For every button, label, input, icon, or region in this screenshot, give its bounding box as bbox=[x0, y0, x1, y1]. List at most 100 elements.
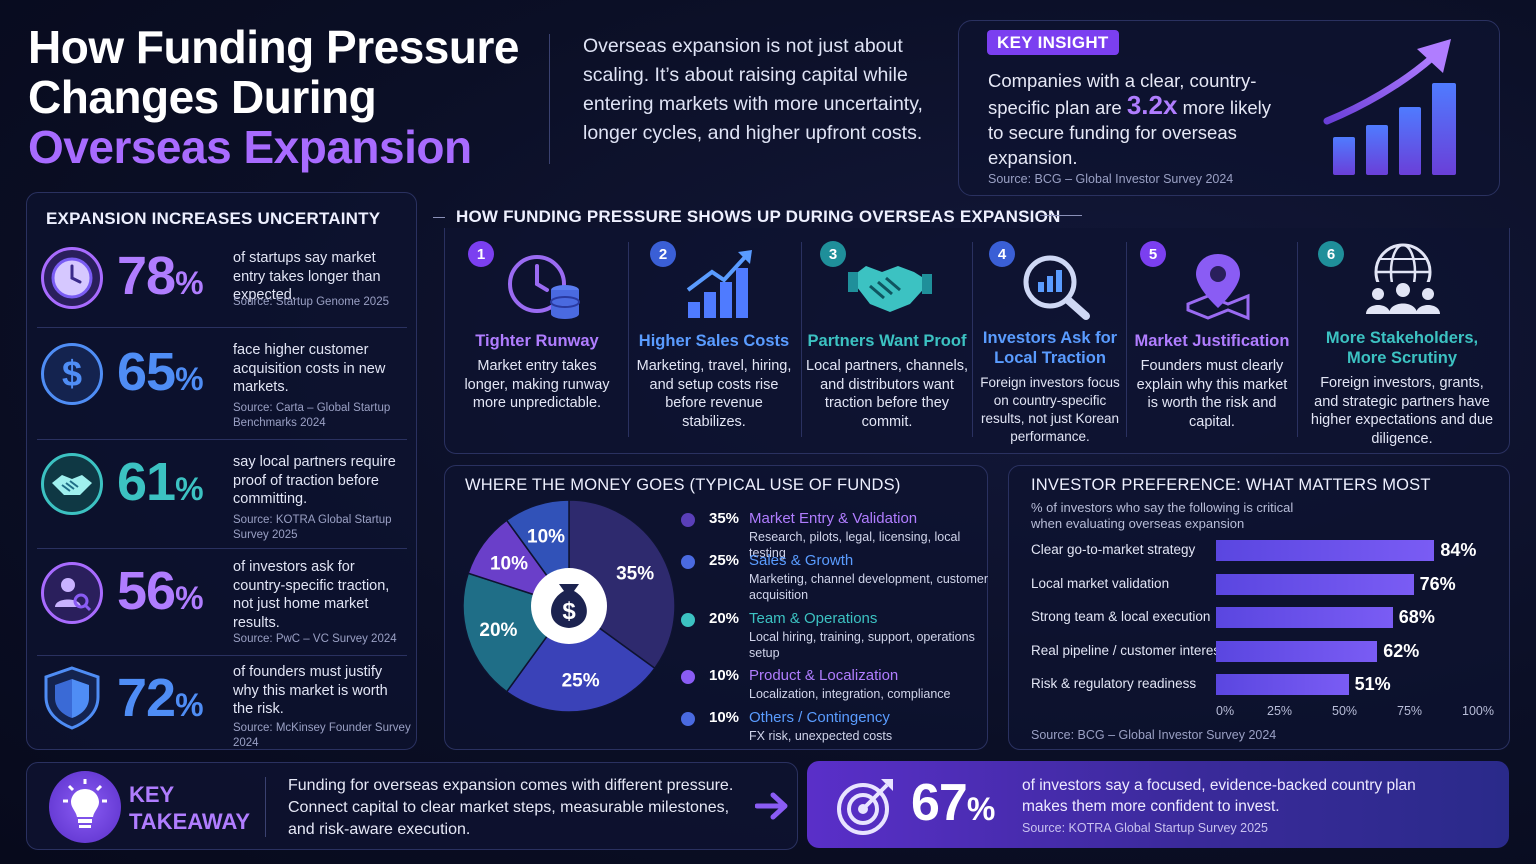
key-insight-panel: KEY INSIGHT Companies with a clear, coun… bbox=[958, 20, 1500, 196]
legend-dot bbox=[681, 613, 695, 627]
stat-value: 72% bbox=[117, 668, 204, 728]
arrow-right-icon bbox=[755, 792, 788, 820]
pie-chart: 35% 25% 20% 10% 10% $ bbox=[462, 499, 676, 713]
investor-pref-panel: INVESTOR PREFERENCE: WHAT MATTERS MOST %… bbox=[1008, 465, 1510, 750]
stat-description: of investors ask for country-specific tr… bbox=[233, 559, 390, 631]
stat-divider bbox=[37, 548, 407, 549]
axis-tick-label: 0% bbox=[1216, 704, 1235, 718]
stat-value: 56% bbox=[117, 561, 204, 621]
legend-percent: 20% bbox=[709, 610, 740, 627]
stat-source: Source: Carta – Global Startup Benchmark… bbox=[233, 402, 391, 429]
clock-coins-icon bbox=[508, 255, 580, 319]
key-insight-text: Companies with a clear, country-specific… bbox=[988, 68, 1288, 170]
bar-value-label: 84% bbox=[1440, 540, 1477, 560]
legend-detail: FX risk, unexpected costs bbox=[749, 729, 893, 743]
stat-value: 65% bbox=[117, 342, 204, 402]
growth-bars-icon bbox=[1323, 39, 1456, 175]
stat-value: 61% bbox=[117, 452, 204, 512]
legend-percent: 25% bbox=[709, 552, 740, 569]
bar bbox=[1216, 573, 1414, 595]
legend-label: Sales & Growth bbox=[749, 552, 854, 569]
bar bbox=[1216, 674, 1349, 695]
investor-pref-title: INVESTOR PREFERENCE: WHAT MATTERS MOST bbox=[1031, 476, 1431, 494]
step-description: Local partners, channels, and distributo… bbox=[806, 358, 969, 430]
bar-value-label: 76% bbox=[1419, 573, 1456, 594]
pressure-title: HOW FUNDING PRESSURE SHOWS UP DURING OVE… bbox=[456, 207, 1061, 226]
legend-percent: 35% bbox=[709, 510, 740, 527]
takeaway-line-2: Connect capital to clear market steps, m… bbox=[288, 799, 730, 816]
stat-description: say local partners require proof of trac… bbox=[233, 454, 396, 507]
takeaway-label-line-2: TAKEAWAY bbox=[129, 809, 251, 834]
step-card: Market Justification Founders must clear… bbox=[1132, 331, 1292, 431]
stat-row: 78% of startups say market entry takes l… bbox=[27, 233, 417, 327]
page-title: How Funding Pressure Changes During Over… bbox=[28, 22, 519, 172]
legend-detail: Local hiring, training, support, operati… bbox=[749, 630, 975, 660]
stat-description: face higher customer acquisition costs i… bbox=[233, 342, 386, 395]
stat-row: 61% say local partners require proof of … bbox=[27, 441, 417, 547]
step-title: Tighter Runway bbox=[475, 332, 599, 350]
handshake-icon bbox=[848, 266, 932, 312]
bar bbox=[1216, 640, 1378, 662]
investor-pref-source: Source: BCG – Global Investor Survey 202… bbox=[1031, 728, 1277, 742]
legend-dot bbox=[681, 555, 695, 569]
stat-divider bbox=[37, 327, 407, 328]
stat-value: 78% bbox=[117, 246, 204, 306]
bar-category-label: Real pipeline / customer interest bbox=[1031, 642, 1224, 658]
step-number: 3 bbox=[820, 241, 846, 267]
step-title: Investors Ask for Local Traction bbox=[982, 329, 1118, 367]
callout-text: of investors say a focused, evidence-bac… bbox=[1022, 775, 1416, 817]
takeaway-label-line-1: KEY bbox=[129, 782, 175, 807]
legend-detail: Research, pilots, legal, licensing, loca… bbox=[749, 530, 961, 560]
stat-source: Source: PwC – VC Survey 2024 bbox=[233, 633, 397, 645]
step-description: Market entry takes longer, making runway… bbox=[464, 358, 610, 411]
stat-source: Source: McKinsey Founder Survey 2024 bbox=[233, 722, 411, 749]
bar-value-label: 62% bbox=[1383, 640, 1420, 661]
callout-line-1: of investors say a focused, evidence-bac… bbox=[1022, 777, 1416, 794]
axis-tick-label: 100% bbox=[1462, 704, 1494, 718]
step-card: Investors Ask for Local Traction Foreign… bbox=[976, 328, 1124, 446]
bar bbox=[1216, 540, 1435, 561]
stat-row: $ 65% face higher customer acquisition c… bbox=[27, 329, 417, 437]
stat-description: of founders must justify why this market… bbox=[233, 664, 388, 717]
money-panel: WHERE THE MONEY GOES (TYPICAL USE OF FUN… bbox=[444, 465, 988, 750]
growth-chart-icon bbox=[686, 250, 752, 318]
legend-percent: 10% bbox=[709, 709, 740, 726]
user-search-icon bbox=[41, 562, 103, 624]
bar-category-label: Risk & regulatory readiness bbox=[1031, 676, 1197, 691]
globe-people-icon bbox=[1366, 243, 1440, 318]
subtitle-line-1: % of investors who say the following is … bbox=[1031, 500, 1294, 515]
step-number: 1 bbox=[468, 241, 494, 267]
step-title: Partners Want Proof bbox=[807, 332, 967, 350]
insight-text-before: Companies with a clear, country-specific… bbox=[988, 70, 1257, 118]
intro-line-3: entering markets with more uncertainty, bbox=[583, 93, 923, 115]
legend-dot bbox=[681, 670, 695, 684]
callout-line-2: makes them more confident to invest. bbox=[1022, 798, 1280, 815]
lightbulb-icon bbox=[49, 771, 121, 843]
callout-panel: 67% of investors say a focused, evidence… bbox=[807, 761, 1509, 848]
uncertainty-panel: EXPANSION INCREASES UNCERTAINTY 78% of s… bbox=[26, 192, 417, 750]
takeaway-line-1: Funding for overseas expansion comes wit… bbox=[288, 777, 734, 794]
stat-source: Source: KOTRA Global Startup Survey 2025 bbox=[233, 514, 392, 541]
legend-percent: 10% bbox=[709, 667, 740, 684]
step-title: More Stakeholders, More Scrutiny bbox=[1325, 329, 1479, 367]
section-line-right bbox=[1040, 215, 1082, 216]
step-number: 2 bbox=[650, 241, 676, 267]
stat-description: of startups say market entry takes longe… bbox=[233, 250, 381, 303]
step-card: Tighter Runway Market entry takes longer… bbox=[458, 331, 616, 413]
legend-label: Others / Contingency bbox=[749, 709, 890, 726]
legend-label: Team & Operations bbox=[749, 610, 878, 627]
dollar-icon: $ bbox=[41, 343, 103, 405]
legend-dot bbox=[681, 513, 695, 527]
axis-tick-label: 75% bbox=[1397, 704, 1423, 718]
uncertainty-title: EXPANSION INCREASES UNCERTAINTY bbox=[46, 209, 381, 228]
intro-text: Overseas expansion is not just about sca… bbox=[583, 32, 943, 148]
intro-line-4: longer cycles, and higher upfront costs. bbox=[583, 122, 923, 144]
axis-tick-label: 25% bbox=[1267, 704, 1293, 718]
shield-icon bbox=[41, 665, 103, 736]
insight-highlight: 3.2x bbox=[1126, 90, 1178, 120]
pie-slice-label: 20% bbox=[479, 620, 517, 641]
pie-slice bbox=[568, 499, 676, 670]
handshake-icon bbox=[41, 453, 103, 515]
intro-line-1: Overseas expansion is not just about bbox=[583, 35, 903, 57]
pie-slice-label: 25% bbox=[562, 670, 600, 691]
